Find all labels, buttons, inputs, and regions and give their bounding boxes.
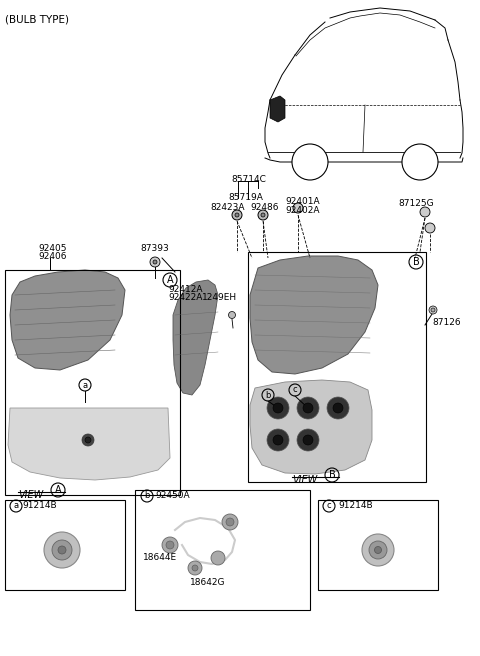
Circle shape [297,397,319,419]
Text: 92412A: 92412A [168,285,203,294]
Circle shape [85,437,91,443]
Circle shape [303,435,313,445]
Text: (BULB TYPE): (BULB TYPE) [5,14,69,24]
Circle shape [162,537,178,553]
Circle shape [333,403,343,413]
Circle shape [261,213,265,217]
Bar [135,490,310,610]
Text: 87126: 87126 [432,318,461,327]
Circle shape [273,435,283,445]
Circle shape [226,518,234,526]
Polygon shape [250,380,372,474]
Circle shape [293,203,303,213]
Bar [5,500,125,590]
Text: 87393: 87393 [140,244,169,253]
Text: b: b [144,491,150,501]
Text: 92406: 92406 [38,252,67,261]
Polygon shape [270,96,285,122]
Text: 92405: 92405 [38,244,67,253]
Circle shape [429,306,437,314]
Text: a: a [83,380,87,390]
Bar [5,270,180,495]
Circle shape [166,541,174,549]
Text: VIEW: VIEW [18,490,43,500]
Circle shape [374,546,382,554]
Circle shape [192,565,198,571]
Circle shape [303,403,313,413]
Circle shape [228,312,236,319]
Circle shape [327,397,349,419]
Circle shape [431,308,435,312]
Polygon shape [10,270,125,370]
Bar [248,252,426,482]
Circle shape [369,541,387,559]
Circle shape [267,397,289,419]
Text: 87125G: 87125G [398,199,433,208]
Circle shape [362,534,394,566]
Circle shape [258,210,268,220]
Text: 91214B: 91214B [338,501,372,510]
Text: A: A [55,485,61,495]
Circle shape [297,429,319,451]
Circle shape [292,144,328,180]
Text: 18642G: 18642G [190,578,226,587]
Text: 92401A: 92401A [285,197,320,206]
Text: B: B [329,470,336,480]
Text: a: a [13,501,19,510]
Circle shape [273,403,283,413]
Text: 91214B: 91214B [22,501,57,510]
Circle shape [52,540,72,560]
Text: 92486: 92486 [250,203,278,212]
Text: b: b [265,390,271,400]
Text: 92402A: 92402A [285,206,320,215]
Circle shape [222,514,238,530]
Circle shape [188,561,202,575]
Text: 92422A: 92422A [168,293,203,302]
Text: 85714C: 85714C [231,175,266,184]
Circle shape [420,207,430,217]
Circle shape [82,434,94,446]
Polygon shape [8,408,170,480]
Text: B: B [413,257,420,267]
Circle shape [235,213,239,217]
Polygon shape [250,256,378,374]
Circle shape [150,257,160,267]
Text: VIEW: VIEW [292,475,317,485]
Text: A: A [167,275,173,285]
Text: c: c [327,501,331,510]
Polygon shape [173,280,218,395]
Text: 1249EH: 1249EH [202,293,237,302]
Circle shape [267,429,289,451]
Text: 18644E: 18644E [143,553,177,562]
Circle shape [153,260,157,264]
Circle shape [232,210,242,220]
Bar [318,500,438,590]
Circle shape [44,532,80,568]
Text: 82423A: 82423A [210,203,244,212]
Text: 92450A: 92450A [155,491,190,501]
Text: 85719A: 85719A [228,193,263,202]
Circle shape [58,546,66,554]
Circle shape [211,551,225,565]
Circle shape [425,223,435,233]
Circle shape [402,144,438,180]
Text: c: c [293,386,297,394]
